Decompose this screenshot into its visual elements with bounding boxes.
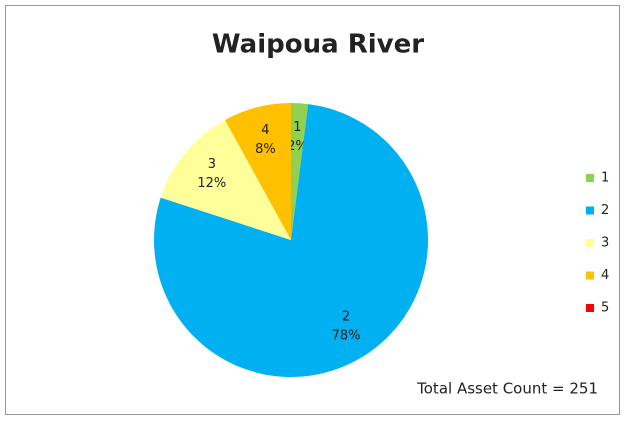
slice-value-label: 78% xyxy=(332,328,361,343)
legend-swatch xyxy=(586,174,594,182)
legend-swatch xyxy=(586,271,594,280)
slice-category-label: 4 xyxy=(261,123,269,138)
legend-swatch xyxy=(586,206,594,215)
annotation: Total Asset Count = 251 xyxy=(416,380,598,398)
pie-slice xyxy=(160,119,291,240)
slice-category-label: 2 xyxy=(342,309,350,324)
legend-label: 2 xyxy=(601,203,609,218)
slice-category-label: 1 xyxy=(293,120,301,135)
slice-category-label: 3 xyxy=(208,157,216,172)
slice-value-label: 12% xyxy=(197,176,226,191)
legend-label: 1 xyxy=(601,171,609,186)
slice-value-label: 8% xyxy=(255,142,276,157)
legend-label: 4 xyxy=(601,268,609,283)
legend-label: 3 xyxy=(601,236,609,251)
pie-slice xyxy=(154,104,428,377)
pie-slice xyxy=(224,103,291,240)
legend-label: 5 xyxy=(601,301,609,316)
chart-title: Waipoua River xyxy=(212,30,424,60)
legend-swatch xyxy=(586,239,594,247)
pie-slice xyxy=(291,103,309,240)
legend-swatch xyxy=(586,304,594,312)
